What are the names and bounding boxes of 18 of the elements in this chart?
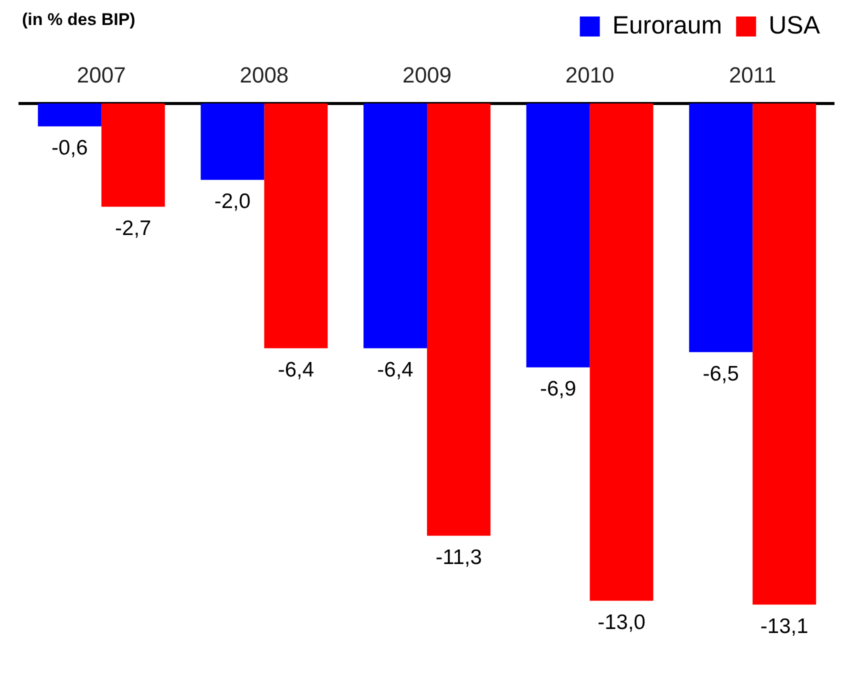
data-label: -6,4 <box>377 358 414 382</box>
legend-label: Euroraum <box>612 11 722 40</box>
x-tick-label: 2009 <box>402 62 452 88</box>
data-label: -11,3 <box>436 546 482 570</box>
x-tick-label: 2007 <box>76 62 126 88</box>
data-label: -2,0 <box>214 190 251 214</box>
data-label: -6,5 <box>702 362 739 386</box>
data-label: -13,0 <box>598 611 646 634</box>
data-label: -13,1 <box>760 614 808 638</box>
x-tick-label: 2011 <box>728 62 776 88</box>
chart-title: (in % des BIP) <box>22 10 136 30</box>
x-tick-label: 2010 <box>565 62 614 88</box>
data-label: -6,9 <box>540 378 576 401</box>
data-label: -2,7 <box>115 216 152 240</box>
legend-label: USA <box>768 11 820 40</box>
data-label: -6,4 <box>278 358 314 382</box>
data-label: -0,6 <box>52 136 88 160</box>
x-tick-label: 2008 <box>240 62 289 88</box>
